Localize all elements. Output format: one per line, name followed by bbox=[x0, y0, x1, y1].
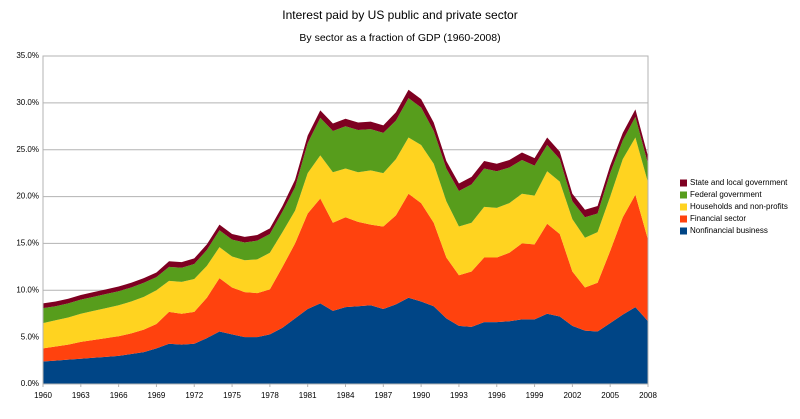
x-tick-label: 2002 bbox=[563, 391, 581, 400]
y-tick-label: 15.0% bbox=[16, 239, 39, 248]
legend-label: Federal government bbox=[690, 190, 762, 199]
y-tick-label: 10.0% bbox=[16, 285, 39, 294]
y-tick-label: 20.0% bbox=[16, 192, 39, 201]
x-tick-label: 1990 bbox=[412, 391, 430, 400]
y-tick-label: 25.0% bbox=[16, 145, 39, 154]
x-tick-label: 1966 bbox=[110, 391, 128, 400]
legend-swatch bbox=[680, 227, 687, 235]
legend-label: Financial sector bbox=[690, 214, 746, 223]
area bbox=[43, 137, 648, 349]
chart-subtitle: By sector as a fraction of GDP (1960-200… bbox=[299, 32, 500, 44]
legend-label: Nonfinancial business bbox=[690, 226, 768, 235]
y-tick-label: 30.0% bbox=[16, 98, 39, 107]
x-tick-label: 1996 bbox=[488, 391, 506, 400]
area bbox=[43, 98, 648, 324]
chart-title: Interest paid by US public and private s… bbox=[282, 8, 517, 22]
legend-swatch bbox=[680, 179, 687, 187]
area bbox=[43, 297, 648, 384]
x-tick-label: 1972 bbox=[185, 391, 203, 400]
legend-swatch bbox=[680, 191, 687, 199]
x-tick-label: 1999 bbox=[526, 391, 544, 400]
y-tick-label: 0.0% bbox=[21, 379, 39, 388]
area bbox=[43, 193, 648, 362]
x-tick-label: 2008 bbox=[639, 391, 657, 400]
legend-swatch bbox=[680, 215, 687, 223]
x-tick-label: 1963 bbox=[72, 391, 90, 400]
legend-swatch bbox=[680, 203, 687, 211]
x-tick-label: 1981 bbox=[299, 391, 317, 400]
plot-frame bbox=[42, 55, 649, 385]
legend-label: State and local government bbox=[690, 178, 788, 187]
y-tick-label: 35.0% bbox=[16, 51, 39, 60]
x-tick-label: 1987 bbox=[374, 391, 392, 400]
y-tick-label: 5.0% bbox=[21, 332, 39, 341]
x-tick-label: 1975 bbox=[223, 391, 241, 400]
x-tick-label: 1993 bbox=[450, 391, 468, 400]
x-tick-label: 1978 bbox=[261, 391, 279, 400]
x-tick-label: 2005 bbox=[601, 391, 619, 400]
x-tick-label: 1969 bbox=[148, 391, 166, 400]
legend-label: Households and non-profits bbox=[690, 202, 788, 211]
x-tick-label: 1960 bbox=[34, 391, 52, 400]
x-tick-label: 1984 bbox=[337, 391, 355, 400]
